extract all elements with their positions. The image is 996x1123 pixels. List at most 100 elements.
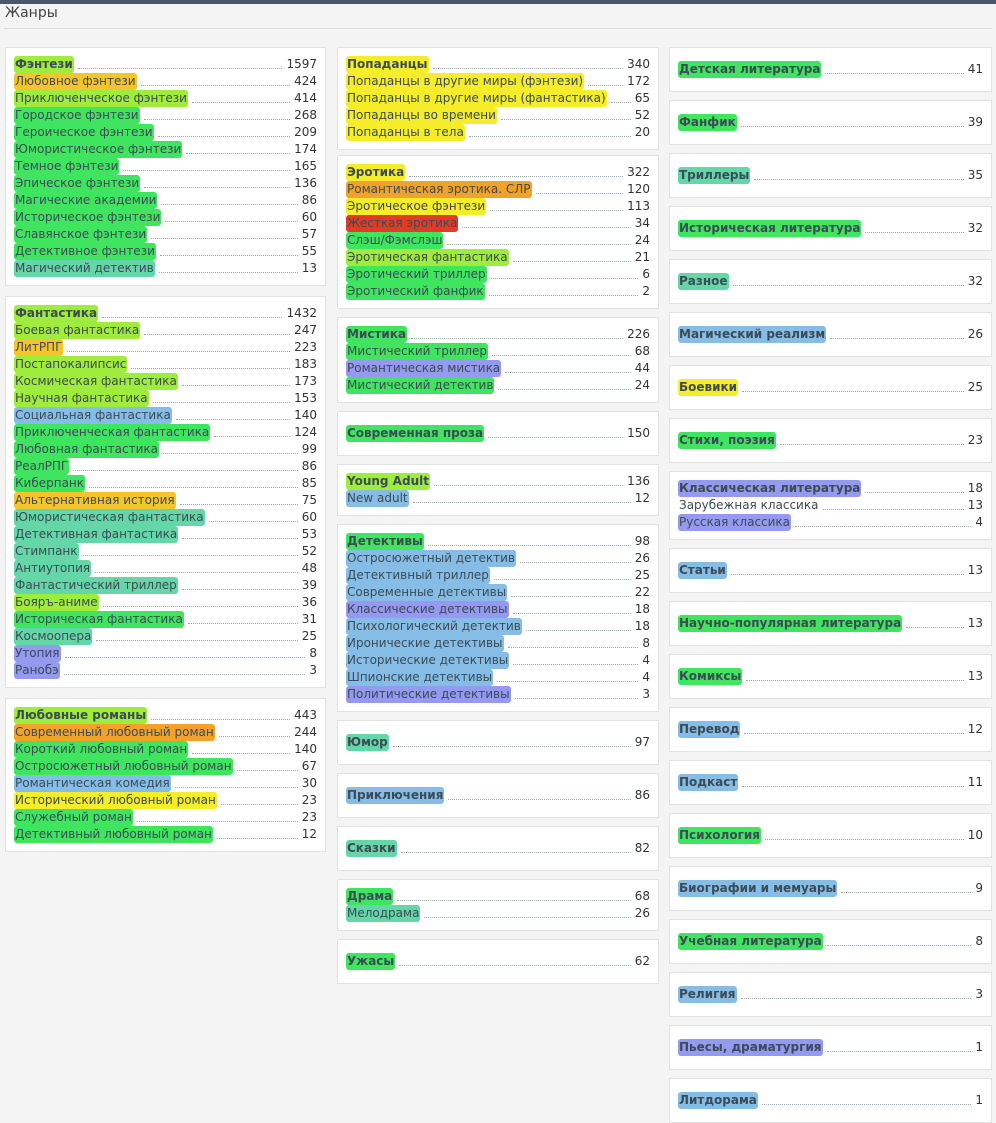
genre-link[interactable]: Детская литература xyxy=(678,61,822,78)
genre-link[interactable]: Исторический любовный роман xyxy=(14,792,217,809)
genre-link[interactable]: Научно-популярная литература xyxy=(678,615,903,632)
genre-link[interactable]: Классическая литература xyxy=(678,480,862,497)
genre-link[interactable]: Эротический фанфик xyxy=(346,283,485,300)
genre-link[interactable]: Юмористическая фантастика xyxy=(14,509,205,526)
genre-link[interactable]: Приключения xyxy=(346,787,445,804)
genre-link[interactable]: Детективный любовный роман xyxy=(14,826,213,843)
genre-link[interactable]: Фэнтези xyxy=(14,56,74,73)
genre-link[interactable]: New adult xyxy=(346,490,409,507)
genre-link[interactable]: Детективная фантастика xyxy=(14,526,179,543)
genre-link[interactable]: Детективное фэнтези xyxy=(14,243,156,260)
genre-link[interactable]: Постапокалипсис xyxy=(14,356,128,373)
genre-link[interactable]: Киберпанк xyxy=(14,475,86,492)
genre-link[interactable]: Романтическая мистика xyxy=(346,360,502,377)
genre-link[interactable]: Современные детективы xyxy=(346,584,508,601)
genre-link[interactable]: Ранобэ xyxy=(14,662,60,679)
genre-link[interactable]: Любовное фэнтези xyxy=(14,73,137,90)
genre-link[interactable]: Эротическое фэнтези xyxy=(346,198,487,215)
genre-link[interactable]: Темное фэнтези xyxy=(14,158,120,175)
genre-link[interactable]: Романтическая эротика. СЛР xyxy=(346,181,532,198)
genre-link[interactable]: Мелодрама xyxy=(346,905,421,922)
genre-link[interactable]: Эпическое фэнтези xyxy=(14,175,141,192)
genre-link[interactable]: Историческая фантастика xyxy=(14,611,184,628)
genre-link[interactable]: Магический реализм xyxy=(678,326,827,343)
genre-link[interactable]: Остросюжетный детектив xyxy=(346,550,516,567)
genre-link[interactable]: Детективный триллер xyxy=(346,567,490,584)
genre-link[interactable]: Попаданцы в другие миры (фэнтези) xyxy=(346,73,585,90)
genre-link[interactable]: Сказки xyxy=(346,840,397,857)
genre-link[interactable]: ЛитРПГ xyxy=(14,339,64,356)
genre-link[interactable]: Космическая фантастика xyxy=(14,373,178,390)
genre-link[interactable]: Религия xyxy=(678,986,737,1003)
genre-link[interactable]: Историческое фэнтези xyxy=(14,209,162,226)
genre-link[interactable]: Подкаст xyxy=(678,774,739,791)
genre-link[interactable]: Попаданцы во времени xyxy=(346,107,497,124)
genre-link[interactable]: Мистика xyxy=(346,326,408,343)
genre-link[interactable]: Попаданцы в тела xyxy=(346,124,465,141)
genre-link[interactable]: Короткий любовный роман xyxy=(14,741,189,758)
genre-link[interactable]: Психология xyxy=(678,827,761,844)
genre-link[interactable]: Стихи, поэзия xyxy=(678,432,776,449)
genre-link[interactable]: Эротика xyxy=(346,164,406,181)
genre-link[interactable]: Биографии и мемуары xyxy=(678,880,838,897)
genre-link[interactable]: Шпионские детективы xyxy=(346,669,494,686)
genre-link[interactable]: Иронические детективы xyxy=(346,635,504,652)
genre-link[interactable]: Русская классика xyxy=(678,514,792,531)
genre-link[interactable]: Пьесы, драматургия xyxy=(678,1039,823,1056)
genre-link[interactable]: Социальная фантастика xyxy=(14,407,172,424)
genre-link[interactable]: Попаданцы в другие миры (фантастика) xyxy=(346,90,607,107)
genre-link[interactable]: Боевики xyxy=(678,379,739,396)
genre-link[interactable]: Драма xyxy=(346,888,394,905)
genre-link[interactable]: Славянское фэнтези xyxy=(14,226,148,243)
genre-link[interactable]: Психологический детектив xyxy=(346,618,522,635)
genre-link[interactable]: Антиутопия xyxy=(14,560,92,577)
genre-link[interactable]: Современная проза xyxy=(346,425,485,442)
genre-link[interactable]: Магические академии xyxy=(14,192,158,209)
genre-link[interactable]: Служебный роман xyxy=(14,809,133,826)
genre-link[interactable]: Современный любовный роман xyxy=(14,724,215,741)
genre-link[interactable]: Юмор xyxy=(346,734,389,751)
genre-link[interactable]: Приключенческая фантастика xyxy=(14,424,211,441)
genre-link[interactable]: Эротическая фантастика xyxy=(346,249,509,266)
genre-link[interactable]: Научная фантастика xyxy=(14,390,149,407)
genre-link[interactable]: РеалРПГ xyxy=(14,458,70,475)
genre-link[interactable]: Young Adult xyxy=(346,473,430,490)
genre-link[interactable]: Альтернативная история xyxy=(14,492,176,509)
genre-link[interactable]: Исторические детективы xyxy=(346,652,510,669)
genre-link[interactable]: Фанфик xyxy=(678,114,737,131)
genre-link[interactable]: Историческая литература xyxy=(678,220,862,237)
genre-link[interactable]: Мистический детектив xyxy=(346,377,495,394)
genre-link[interactable]: Зарубежная классика xyxy=(679,498,819,512)
genre-link[interactable]: Фантастика xyxy=(14,305,99,322)
genre-link[interactable]: Политические детективы xyxy=(346,686,511,703)
genre-link[interactable]: Эротический триллер xyxy=(346,266,487,283)
genre-link[interactable]: Учебная литература xyxy=(678,933,823,950)
genre-link[interactable]: Романтическая комедия xyxy=(14,775,171,792)
genre-link[interactable]: Бояръ-аниме xyxy=(14,594,99,611)
genre-link[interactable]: Утопия xyxy=(14,645,61,662)
genre-link[interactable]: Героическое фэнтези xyxy=(14,124,154,141)
genre-link[interactable]: Разное xyxy=(678,273,729,290)
genre-link[interactable]: Магический детектив xyxy=(14,260,155,277)
genre-link[interactable]: Перевод xyxy=(678,721,741,738)
genre-link[interactable]: Комиксы xyxy=(678,668,743,685)
genre-link[interactable]: Триллеры xyxy=(678,167,751,184)
genre-link[interactable]: Мистический триллер xyxy=(346,343,489,360)
genre-link[interactable]: Детективы xyxy=(346,533,424,550)
genre-link[interactable]: Любовная фантастика xyxy=(14,441,159,458)
genre-link[interactable]: Слэш/Фэмслэш xyxy=(346,232,444,249)
genre-link[interactable]: Попаданцы xyxy=(346,56,429,73)
genre-link[interactable]: Любовные романы xyxy=(14,707,148,724)
genre-link[interactable]: Боевая фантастика xyxy=(14,322,141,339)
genre-link[interactable]: Приключенческое фэнтези xyxy=(14,90,188,107)
genre-link[interactable]: Статьи xyxy=(678,562,727,579)
genre-link[interactable]: Литдорама xyxy=(678,1092,758,1109)
genre-link[interactable]: Стимпанк xyxy=(14,543,79,560)
genre-link[interactable]: Классические детективы xyxy=(346,601,509,618)
genre-link[interactable]: Фантастический триллер xyxy=(14,577,178,594)
genre-link[interactable]: Юмористическое фэнтези xyxy=(14,141,183,158)
genre-link[interactable]: Ужасы xyxy=(346,953,396,970)
genre-link[interactable]: Городское фэнтези xyxy=(14,107,140,124)
genre-link[interactable]: Остросюжетный любовный роман xyxy=(14,758,233,775)
genre-link[interactable]: Жесткая эротика xyxy=(346,215,459,232)
